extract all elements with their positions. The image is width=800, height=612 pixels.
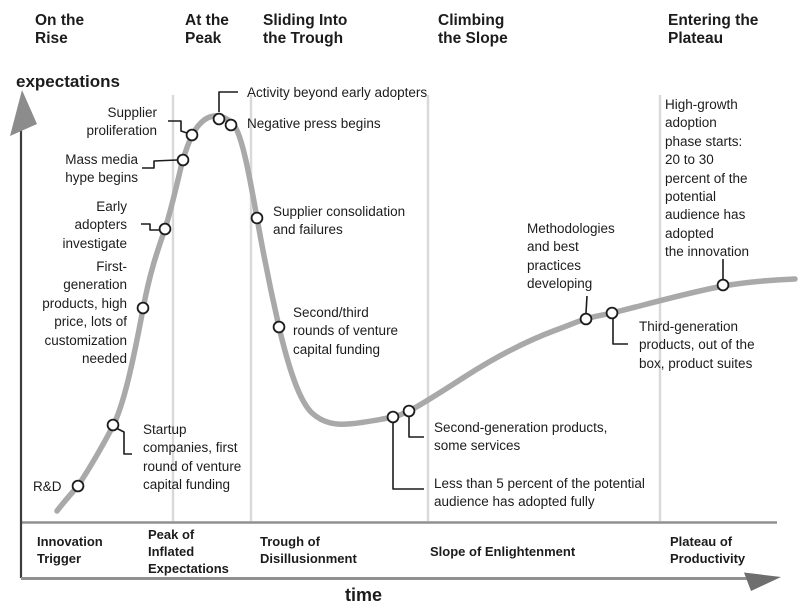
milestone-marker [386,410,400,424]
phase-label-on-the-rise: On the Rise [35,12,85,47]
milestone-marker [605,306,619,320]
annotation-rd: R&D [33,479,62,494]
x-axis-arrow-icon [744,572,781,591]
milestone-marker [212,112,226,126]
annotation-negative-press: Negative press begins [247,116,381,131]
milestone-marker [136,301,150,315]
milestone-marker [716,278,730,292]
leader-line [141,223,160,231]
leader-line [142,159,178,169]
annotation-early-adopters: Early adopters investigate [62,199,127,251]
annotation-activity-beyond: Activity beyond early adopters [247,85,428,100]
stage-label-slope-of-enlightenment: Slope of Enlightenment [430,544,576,559]
leader-line [612,319,628,345]
phase-label-sliding-into-trough: Sliding Into the Trough [263,12,348,47]
annotation-second-generation: Second-generation products, some service… [434,420,608,454]
phase-label-at-the-peak: At the Peak [185,12,229,47]
y-axis-label: expectations [16,72,120,91]
annotation-supplier-consolidation: Supplier consolidation and failures [273,204,406,238]
annotation-mass-media: Mass media hype begins [65,152,138,186]
leader-line [218,91,238,112]
stage-label-plateau-of-productivity: Plateau of Productivity [670,534,746,567]
annotation-third-generation: Third-generation products, out of the bo… [639,319,755,371]
milestone-marker [250,211,264,225]
annotation-startup: Startup companies, first round of ventur… [143,422,242,493]
annotation-high-growth: High-growth adoption phase starts: 20 to… [665,97,750,260]
leader-line [115,427,132,455]
annotation-second-third-rounds: Second/third rounds of venture capital f… [293,305,399,357]
y-axis-arrow-icon [10,90,37,136]
milestone-marker [224,118,238,132]
milestone-marker [158,222,172,236]
leader-line [408,417,424,438]
phase-label-entering-the-plateau: Entering the Plateau [668,12,759,47]
x-axis-label: time [345,585,383,605]
annotation-less-than-5: Less than 5 percent of the potential aud… [434,476,645,510]
annotation-supplier-proliferation: Supplier proliferation [86,105,157,139]
milestone-marker [402,404,416,418]
milestone-marker [579,312,593,326]
stage-label-peak-of-inflated: Peak of Inflated Expectations [148,527,229,577]
leader-line [585,295,588,314]
leader-line [392,423,424,490]
annotation-first-generation: First- generation products, high price, … [42,259,127,367]
milestone-marker [71,479,85,493]
milestone-marker [185,128,199,142]
phase-label-climbing-the-slope: Climbing the Slope [438,12,508,47]
annotation-methodologies: Methodologies and best practices develop… [527,221,615,292]
stage-label-innovation-trigger: Innovation Trigger [37,534,103,567]
leader-line [168,120,188,134]
milestone-marker [176,153,190,167]
milestone-marker [272,320,286,334]
stage-label-trough-of-disillusionment: Trough of Disillusionment [260,534,357,567]
milestone-marker [106,418,120,432]
